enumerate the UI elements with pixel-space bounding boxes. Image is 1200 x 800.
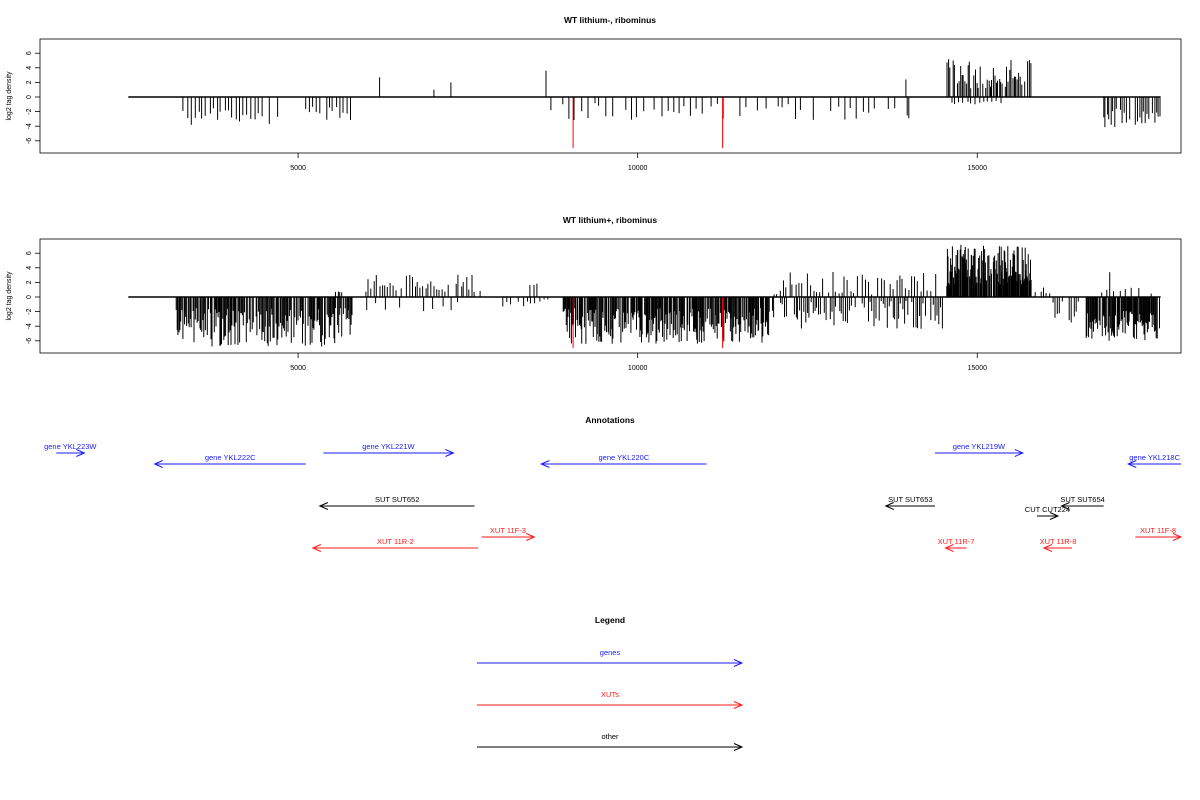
arrow-head — [944, 544, 954, 552]
feature-arrow — [323, 449, 455, 457]
y-tick-label: -6 — [26, 138, 33, 144]
legend-label: other — [601, 732, 619, 741]
feature-label: gene YKL222C — [205, 453, 256, 462]
signal-bars — [128, 59, 1161, 149]
x-tick-label: 5000 — [290, 365, 306, 372]
y-axis: -6 -4 -2 0 2 4 6 — [26, 51, 40, 144]
arrow-head — [733, 659, 744, 667]
track-panel-lithium-plus: WT lithium+, ribominus 5000 10000 15000 -6… — [6, 215, 1182, 372]
arrow-head — [1060, 502, 1070, 510]
arrow-head — [540, 460, 550, 468]
x-axis: 5000 10000 15000 — [290, 153, 987, 172]
y-tick-label: -2 — [26, 108, 33, 114]
arrow-head — [76, 449, 86, 457]
arrow-head — [311, 544, 322, 552]
feature-arrow — [934, 449, 1025, 457]
feature-label: XUT 11R-7 — [938, 537, 975, 546]
legend-arrow — [477, 701, 744, 709]
arrow-head — [445, 449, 455, 457]
feature-arrow — [1060, 502, 1104, 510]
annotations-title: Annotations — [585, 415, 635, 425]
feature-label: gene YKL219W — [953, 442, 1006, 451]
y-tick-label: 0 — [26, 295, 33, 299]
legend-label: genes — [600, 648, 621, 657]
track-panel-lithium-minus: WT lithium-, ribominus 5000 10000 15000 -6… — [6, 15, 1182, 172]
feature-label: gene YKL220C — [599, 453, 650, 462]
feature-label: gene YKL221W — [362, 442, 415, 451]
y-tick-label: -4 — [26, 323, 33, 329]
feature-label: XUT 11F-8 — [1140, 526, 1176, 535]
arrow-head — [1049, 512, 1060, 520]
x-tick-label: 15000 — [968, 165, 988, 172]
y-tick-label: 6 — [26, 51, 33, 55]
arrow-head — [153, 460, 163, 468]
y-axis: -6 -4 -2 0 2 4 6 — [26, 251, 40, 344]
y-axis-label: log2 tag density — [6, 271, 13, 321]
track-title: WT lithium+, ribominus — [563, 215, 657, 225]
x-tick-label: 10000 — [628, 365, 648, 372]
y-tick-label: 4 — [26, 66, 33, 70]
y-tick-label: 4 — [26, 266, 33, 270]
y-tick-label: 2 — [26, 280, 33, 284]
arrow-head — [1172, 533, 1183, 541]
feature-label: CUT CUT224 — [1025, 505, 1070, 514]
feature-label: SUT SUT652 — [375, 495, 419, 504]
legend-arrow — [477, 659, 744, 667]
feature-arrow — [481, 533, 536, 541]
y-tick-label: 0 — [26, 95, 33, 99]
feature-label: SUT SUT654 — [1060, 495, 1104, 504]
arrow-head — [526, 533, 536, 541]
feature-arrow — [153, 460, 306, 468]
legend-label: XUTs — [601, 690, 619, 699]
y-axis-label: log2 tag density — [6, 71, 13, 121]
y-tick-label: -2 — [26, 308, 33, 314]
feature-arrow — [540, 460, 707, 468]
x-tick-label: 15000 — [968, 365, 988, 372]
x-tick-label: 5000 — [290, 165, 306, 172]
y-tick-label: -6 — [26, 338, 33, 344]
signal-bars — [128, 244, 1161, 349]
feature-label: SUT SUT653 — [888, 495, 932, 504]
feature-label: XUT 11R-8 — [1040, 537, 1077, 546]
feature-arrow — [318, 502, 475, 510]
feature-arrow — [1042, 544, 1073, 552]
legend: Legend genes XUTs other — [477, 615, 744, 751]
track-title: WT lithium-, ribominus — [564, 15, 656, 25]
arrow-head — [733, 701, 744, 709]
y-tick-label: 2 — [26, 80, 33, 84]
feature-arrow — [1127, 460, 1181, 468]
arrow-head — [318, 502, 329, 510]
legend-title: Legend — [595, 615, 625, 625]
feature-arrow — [1135, 533, 1183, 541]
plot-frame — [39, 38, 1182, 154]
arrow-head — [884, 502, 894, 510]
plot-frame — [39, 238, 1182, 354]
x-tick-label: 10000 — [628, 165, 648, 172]
x-axis: 5000 10000 15000 — [290, 353, 987, 372]
feature-arrow — [311, 544, 479, 552]
legend-arrow — [477, 743, 744, 751]
arrow-head — [1042, 544, 1053, 552]
y-tick-label: -4 — [26, 123, 33, 129]
y-tick-label: 6 — [26, 251, 33, 255]
feature-arrow — [56, 449, 86, 457]
feature-arrow — [944, 544, 967, 552]
feature-label: XUT 11F-3 — [490, 526, 526, 535]
feature-arrow — [1036, 512, 1060, 520]
arrow-head — [1014, 449, 1025, 457]
arrow-head — [1127, 460, 1137, 468]
feature-label: gene YKL218C — [1129, 453, 1180, 462]
feature-label: XUT 11R-2 — [377, 537, 414, 546]
feature-label: gene YKL223W — [44, 442, 97, 451]
annotations-track: Annotations gene YKL223W gene YKL222C gene… — [44, 415, 1183, 552]
arrow-head — [733, 743, 744, 751]
feature-arrow — [884, 502, 935, 510]
